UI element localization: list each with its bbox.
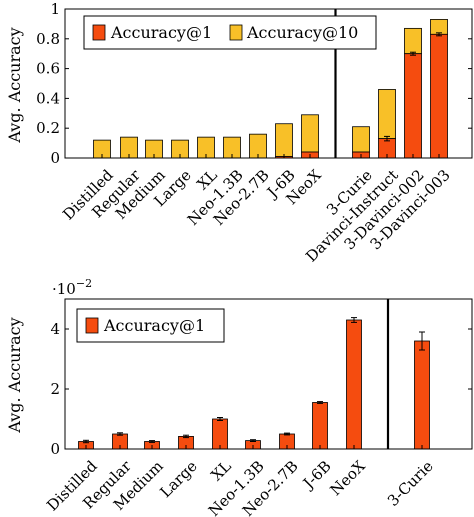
y-tick-label: 0.4	[36, 89, 60, 107]
y-tick-label: 0.2	[36, 119, 60, 137]
top-y-axis-label: Avg. Accuracy	[5, 27, 24, 143]
y-tick-label: 0	[50, 440, 60, 458]
top-legend-swatch-accuracy10	[229, 24, 243, 41]
bar-accuracy1-3-curie	[414, 340, 430, 450]
top-x-tick-labels: DistilledRegularMediumLargeXLNeo-1.3BNeo…	[59, 165, 454, 265]
bottom-legend-swatch-accuracy1	[85, 317, 99, 334]
top-legend-label-accuracy1: Accuracy@1	[110, 23, 212, 42]
top-axes-frame	[64, 8, 473, 159]
top-chart: Avg. Accuracy 0 0.2 0.4 0.6 0.8 1 DistilledRe…	[5, 0, 473, 266]
bottom-chart: Avg. Accuracy ·10−2 0 2 4 DistilledRegular…	[5, 277, 473, 517]
y-tick-label: 0	[50, 149, 60, 167]
x-tick-label-3-curie: 3-Curie	[384, 457, 437, 510]
bar-accuracy10-j-6b	[275, 123, 293, 157]
bar-accuracy10-3-curie	[352, 126, 370, 153]
top-y-ticks: 0 0.2 0.4 0.6 0.8 1	[36, 0, 472, 167]
x-tick-label-large: Large	[157, 457, 201, 501]
bottom-legend: Accuracy@1	[76, 308, 225, 343]
bar-accuracy10-3-davinci-002	[404, 27, 422, 55]
top-legend: Accuracy@1 Accuracy@10	[83, 15, 377, 50]
bottom-bars	[78, 317, 430, 450]
bar-accuracy10-neox	[301, 114, 319, 153]
bottom-axes-frame	[64, 298, 473, 450]
bottom-legend-label-accuracy1: Accuracy@1	[103, 316, 205, 335]
bar-accuracy1-neox	[346, 319, 362, 450]
top-legend-swatch-accuracy1	[92, 24, 106, 41]
bar-accuracy1-j-6b	[312, 402, 328, 450]
x-tick-label-neox: NeoX	[327, 457, 369, 499]
bar-accuracy1-xl	[212, 418, 228, 450]
y-tick-label: 1	[50, 0, 60, 18]
y-tick-label: 4	[50, 320, 60, 338]
bottom-y-axis-label: Avg. Accuracy	[5, 317, 24, 433]
y-tick-label: 2	[50, 380, 60, 398]
bar-accuracy1-3-davinci-002	[404, 53, 422, 159]
bar-accuracy10-3-davinci-003	[430, 19, 448, 35]
y-tick-label: 0.6	[36, 60, 60, 78]
bar-accuracy10-davinci-instruct	[378, 89, 396, 140]
bottom-scale-base: ·10	[52, 280, 76, 298]
bottom-scale-exponent: −2	[76, 277, 92, 290]
bottom-legend-box	[76, 308, 225, 343]
bottom-scale-label: ·10−2	[52, 277, 92, 298]
bar-accuracy1-3-davinci-003	[430, 33, 448, 159]
y-tick-label: 0.8	[36, 30, 60, 48]
top-legend-label-accuracy10: Accuracy@10	[246, 23, 358, 42]
